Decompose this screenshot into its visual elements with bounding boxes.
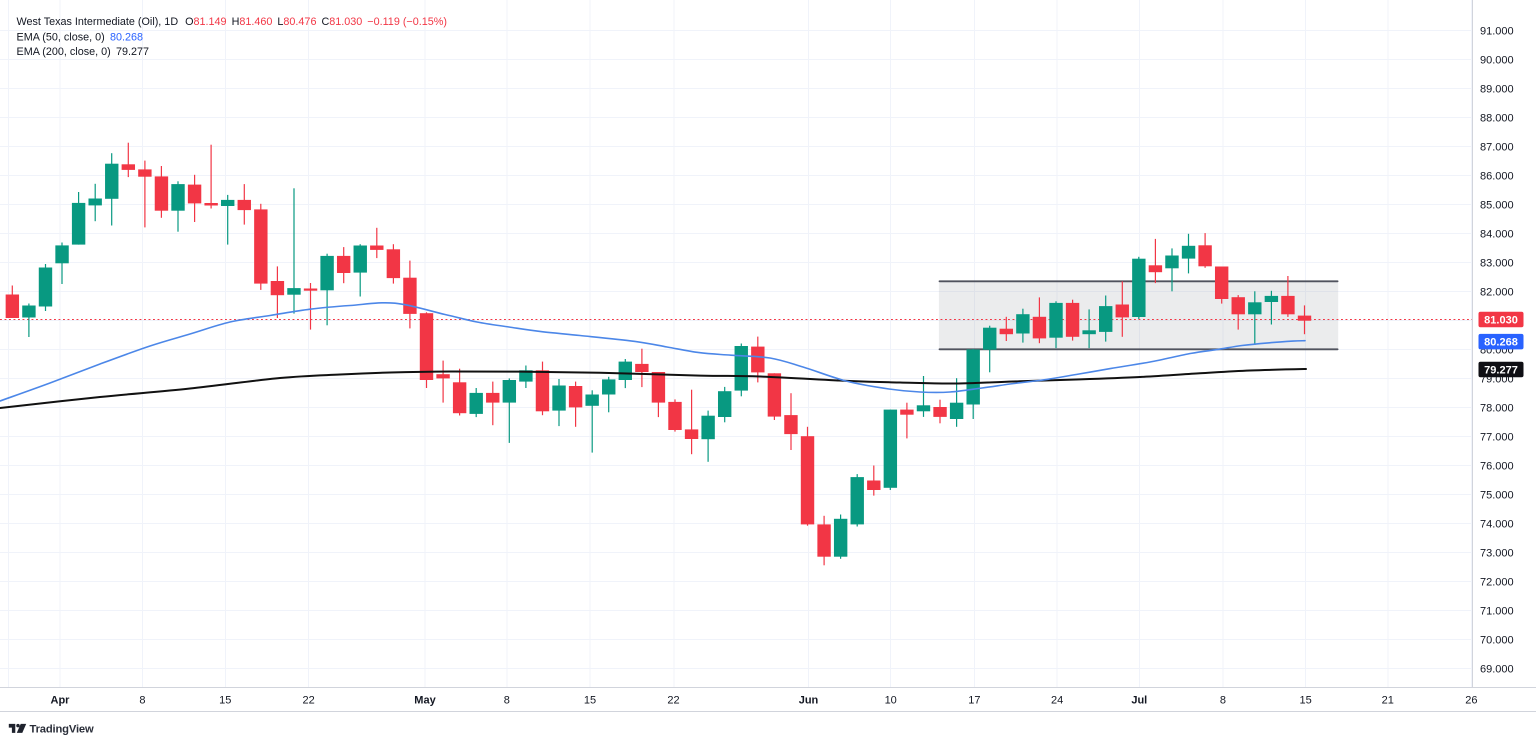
svg-text:79.277: 79.277 <box>1484 365 1518 377</box>
svg-text:70.000: 70.000 <box>1480 634 1514 646</box>
svg-text:89.000: 89.000 <box>1480 83 1514 95</box>
svg-text:Jun: Jun <box>799 695 819 707</box>
svg-text:24: 24 <box>1051 695 1063 707</box>
svg-text:10: 10 <box>885 695 897 707</box>
svg-text:8: 8 <box>1220 695 1226 707</box>
svg-text:77.000: 77.000 <box>1480 431 1514 443</box>
svg-text:26: 26 <box>1465 695 1477 707</box>
svg-text:15: 15 <box>219 695 231 707</box>
svg-text:22: 22 <box>667 695 679 707</box>
svg-text:88.000: 88.000 <box>1480 112 1514 124</box>
svg-text:81.030: 81.030 <box>1484 315 1518 327</box>
svg-text:15: 15 <box>1299 695 1311 707</box>
svg-text:84.000: 84.000 <box>1480 228 1514 240</box>
svg-text:72.000: 72.000 <box>1480 576 1514 588</box>
svg-text:87.000: 87.000 <box>1480 141 1514 153</box>
svg-text:West Texas Intermediate (Oil),: West Texas Intermediate (Oil), 1D O81.149… <box>17 16 447 28</box>
svg-text:17: 17 <box>968 695 980 707</box>
svg-text:TradingView: TradingView <box>30 724 94 736</box>
svg-text:21: 21 <box>1382 695 1394 707</box>
svg-text:80.268: 80.268 <box>1484 337 1518 349</box>
svg-text:69.000: 69.000 <box>1480 663 1514 675</box>
svg-text:82.000: 82.000 <box>1480 286 1514 298</box>
svg-text:Apr: Apr <box>51 695 71 707</box>
svg-text:EMA (50, close, 0)80.268: EMA (50, close, 0) 80.268 <box>17 31 144 43</box>
svg-text:75.000: 75.000 <box>1480 489 1514 501</box>
svg-text:22: 22 <box>302 695 314 707</box>
svg-text:83.000: 83.000 <box>1480 257 1514 269</box>
svg-text:73.000: 73.000 <box>1480 547 1514 559</box>
svg-text:78.000: 78.000 <box>1480 402 1514 414</box>
svg-text:85.000: 85.000 <box>1480 199 1514 211</box>
svg-text:90.000: 90.000 <box>1480 54 1514 66</box>
svg-text:Jul: Jul <box>1131 695 1147 707</box>
svg-text:15: 15 <box>584 695 596 707</box>
svg-text:8: 8 <box>139 695 145 707</box>
svg-text:May: May <box>414 695 436 707</box>
svg-text:91.000: 91.000 <box>1480 25 1514 37</box>
svg-text:8: 8 <box>504 695 510 707</box>
svg-text:86.000: 86.000 <box>1480 170 1514 182</box>
svg-text:EMA (200, close, 0)79.277: EMA (200, close, 0) 79.277 <box>17 46 150 58</box>
svg-text:76.000: 76.000 <box>1480 460 1514 472</box>
svg-text:71.000: 71.000 <box>1480 605 1514 617</box>
svg-text:74.000: 74.000 <box>1480 518 1514 530</box>
